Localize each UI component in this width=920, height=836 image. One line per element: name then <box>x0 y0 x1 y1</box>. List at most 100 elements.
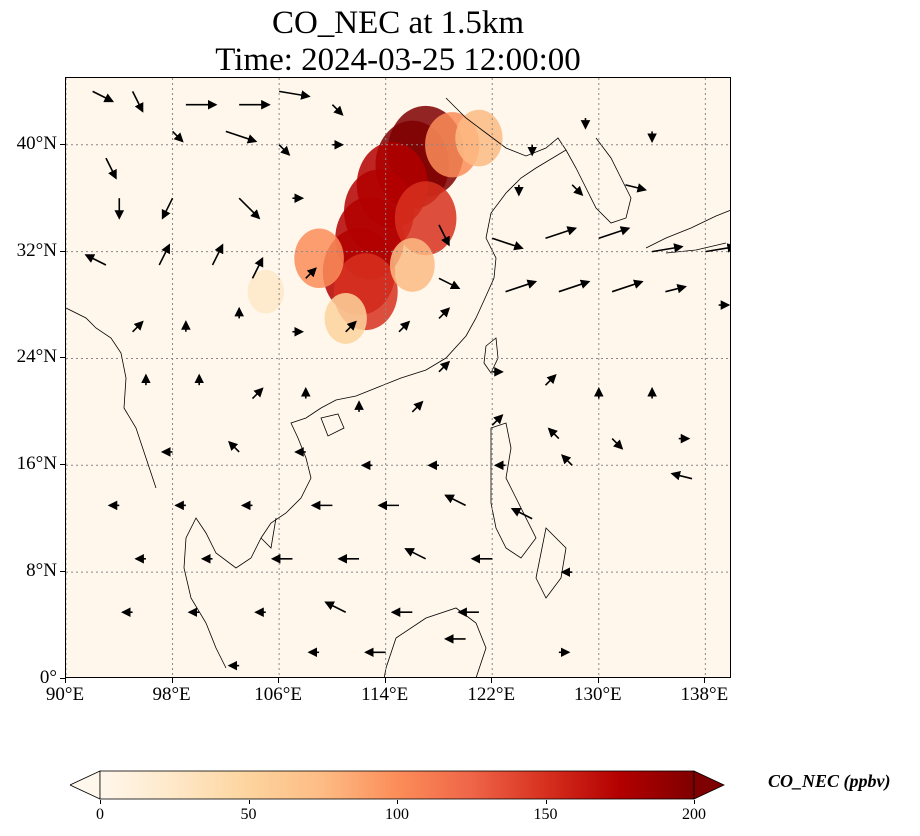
wind-arrow <box>211 243 224 266</box>
coastline-borneo <box>383 607 487 677</box>
wind-arrow <box>92 90 115 103</box>
wind-arrow <box>438 277 461 290</box>
wind-arrow <box>238 197 261 220</box>
colorbar-tick-label: 100 <box>385 806 409 823</box>
colorbar-tick-label: 150 <box>533 806 558 823</box>
wind-arrow <box>411 400 424 413</box>
colorbar-tick-mark <box>694 800 695 804</box>
colorbar-tick-mark <box>397 800 398 804</box>
lon-tick-label: 122°E <box>467 684 516 705</box>
wind-arrow <box>510 508 533 520</box>
coastline-indochina <box>183 407 322 669</box>
lat-tick-label: 0° <box>39 667 57 688</box>
wind-vectors <box>84 90 730 671</box>
wind-arrow <box>228 440 240 453</box>
wind-arrow <box>505 279 538 293</box>
colorbar-tick-mark <box>545 800 547 804</box>
wind-arrow <box>545 226 578 240</box>
coastline-china-east <box>320 97 567 409</box>
lon-tick-mark <box>65 678 66 683</box>
chart-title-line2: Time: 2024-03-25 12:00:00 <box>215 42 581 78</box>
wind-arrow <box>438 307 451 319</box>
wind-arrow <box>132 320 144 333</box>
lon-tick-mark <box>704 678 706 683</box>
lat-tick-label: 32°N <box>16 239 57 261</box>
lat-tick-mark <box>60 250 65 252</box>
wind-arrow <box>561 454 573 466</box>
colorbar-gradient <box>99 770 695 800</box>
wind-arrow <box>611 438 624 450</box>
wind-arrow <box>105 157 117 180</box>
lon-tick-mark <box>278 678 280 683</box>
lat-tick-mark <box>60 464 65 466</box>
co-plume-cell <box>247 269 284 314</box>
wind-arrow <box>611 279 644 293</box>
colorbar-tick-label: 0 <box>96 806 104 823</box>
wind-arrow <box>438 224 450 247</box>
colorbar-label: CO_NEC (ppbv) <box>768 771 891 791</box>
lat-tick-mark <box>60 357 65 359</box>
wind-arrow <box>251 256 264 279</box>
wind-arrow <box>558 279 591 293</box>
wind-arrow <box>665 283 687 294</box>
lat-tick-mark <box>60 678 65 679</box>
lon-tick-label: 90°E <box>45 684 85 705</box>
wind-arrow <box>251 387 264 400</box>
lat-tick-label: 24°N <box>16 346 57 368</box>
coastline-korea <box>565 137 632 224</box>
colorbar-tick-label: 50 <box>240 806 257 823</box>
map-canvas <box>66 78 730 677</box>
colorbar-extend-min <box>70 770 101 800</box>
wind-arrow <box>571 184 584 196</box>
lat-tick-mark <box>60 143 65 145</box>
colorbar-extend-max <box>693 770 725 800</box>
wind-arrow <box>225 130 258 144</box>
wind-arrow <box>324 601 347 613</box>
wind-arrow <box>331 104 344 116</box>
lon-tick-label: 138°E <box>680 684 729 705</box>
co-concentration-field <box>247 105 503 344</box>
wind-arrow <box>438 360 451 373</box>
wind-arrow <box>544 374 557 386</box>
wind-arrow <box>131 90 144 113</box>
lat-tick-label: 16°N <box>16 453 57 475</box>
wind-arrow <box>547 427 560 440</box>
colorbar-tick-mark <box>100 800 101 804</box>
wind-arrow <box>625 183 647 193</box>
co-plume-cell <box>324 292 367 344</box>
wind-arrow <box>651 243 684 253</box>
lon-tick-mark <box>597 678 599 683</box>
wind-arrow <box>278 144 291 156</box>
lon-tick-label: 130°E <box>573 684 622 705</box>
colorbar-tick-label: 200 <box>682 806 706 823</box>
coastline-philippines <box>490 422 567 599</box>
gridlines <box>66 78 730 677</box>
lon-tick-mark <box>171 678 173 683</box>
map-panel <box>65 77 731 678</box>
wind-arrow <box>398 320 411 333</box>
co-plume-cell <box>455 109 503 167</box>
lat-tick-label: 8°N <box>26 560 57 582</box>
colorbar <box>70 770 725 800</box>
wind-arrow <box>305 267 317 279</box>
wind-arrow <box>158 243 170 266</box>
wind-arrow <box>278 90 311 100</box>
wind-arrow <box>598 226 631 240</box>
wind-arrow <box>705 243 730 253</box>
lon-tick-label: 98°E <box>152 684 191 705</box>
colorbar-tick-mark <box>248 800 250 804</box>
co-plume-cell <box>389 238 435 292</box>
wind-arrow <box>670 470 693 481</box>
wind-arrow <box>491 237 524 251</box>
lon-tick-label: 106°E <box>254 684 302 705</box>
coastline-hainan <box>320 413 345 437</box>
co-plume-cell <box>394 181 457 256</box>
chart-title-line1: CO_NEC at 1.5km <box>271 5 525 41</box>
lon-tick-label: 114°E <box>361 684 409 705</box>
co-plume-cell <box>294 228 344 289</box>
coastline-japan <box>645 209 730 254</box>
lat-tick-label: 40°N <box>16 132 57 154</box>
coastlines <box>66 97 730 677</box>
lon-tick-mark <box>384 678 386 683</box>
wind-arrow <box>171 130 184 143</box>
